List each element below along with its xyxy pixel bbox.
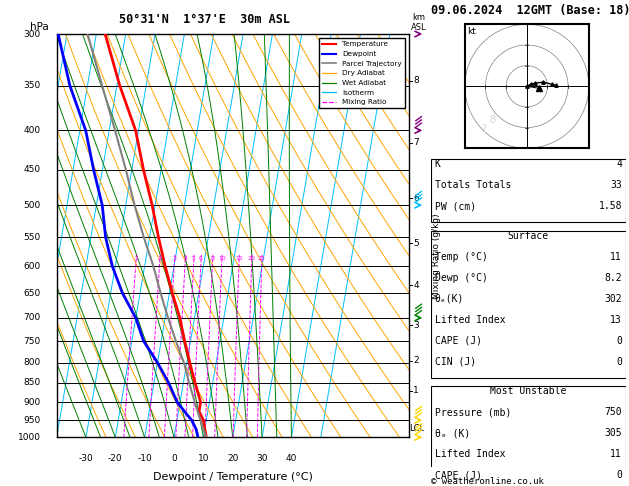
Text: -30: -30 — [79, 453, 93, 463]
Text: 850: 850 — [23, 379, 41, 387]
Text: 10: 10 — [218, 256, 226, 260]
Text: hPa: hPa — [30, 22, 49, 32]
Text: -10: -10 — [137, 453, 152, 463]
Text: 550: 550 — [23, 233, 41, 242]
Text: Most Unstable: Most Unstable — [490, 386, 567, 396]
Text: K: K — [435, 159, 441, 170]
Text: ?: ? — [481, 124, 486, 134]
Text: 20: 20 — [248, 256, 256, 260]
Text: 950: 950 — [23, 416, 41, 425]
Text: 3: 3 — [172, 256, 177, 260]
Text: 800: 800 — [23, 358, 41, 367]
Text: 302: 302 — [604, 294, 622, 304]
Text: CAPE (J): CAPE (J) — [435, 470, 482, 480]
Text: Temp (°C): Temp (°C) — [435, 252, 487, 262]
Text: 6: 6 — [199, 256, 203, 260]
Text: 7: 7 — [413, 138, 419, 147]
Text: 305: 305 — [604, 428, 622, 438]
Text: 1: 1 — [134, 256, 138, 260]
Text: 11: 11 — [610, 449, 622, 459]
Text: 500: 500 — [23, 201, 41, 209]
Text: 6: 6 — [413, 194, 419, 203]
Text: Totals Totals: Totals Totals — [435, 180, 511, 191]
Text: LCL: LCL — [409, 424, 425, 434]
Legend: Temperature, Dewpoint, Parcel Trajectory, Dry Adiabat, Wet Adiabat, Isotherm, Mi: Temperature, Dewpoint, Parcel Trajectory… — [319, 38, 404, 108]
Text: 13: 13 — [610, 315, 622, 325]
Text: 350: 350 — [23, 81, 41, 90]
Text: 50°31'N  1°37'E  30m ASL: 50°31'N 1°37'E 30m ASL — [119, 13, 290, 26]
Text: 0: 0 — [616, 336, 622, 346]
Text: Pressure (mb): Pressure (mb) — [435, 407, 511, 417]
Text: 1.58: 1.58 — [598, 202, 622, 211]
Text: 900: 900 — [23, 398, 41, 407]
Text: 5: 5 — [192, 256, 196, 260]
Text: 25: 25 — [258, 256, 266, 260]
Text: Lifted Index: Lifted Index — [435, 449, 505, 459]
Text: 15: 15 — [235, 256, 243, 260]
Text: 8.2: 8.2 — [604, 273, 622, 283]
Text: kt: kt — [467, 27, 476, 36]
Text: 300: 300 — [23, 30, 41, 38]
Text: 1: 1 — [413, 386, 419, 395]
Text: 750: 750 — [604, 407, 622, 417]
Text: CIN (J): CIN (J) — [435, 357, 476, 367]
Text: 700: 700 — [23, 313, 41, 322]
Text: CAPE (J): CAPE (J) — [435, 336, 482, 346]
Text: θₑ (K): θₑ (K) — [435, 428, 470, 438]
Text: Mixing Ratio (g/kg): Mixing Ratio (g/kg) — [431, 213, 441, 299]
Text: -20: -20 — [108, 453, 123, 463]
Text: 33: 33 — [610, 180, 622, 191]
Text: 650: 650 — [23, 289, 41, 297]
Text: 750: 750 — [23, 336, 41, 346]
Text: 2: 2 — [158, 256, 162, 260]
Text: 0: 0 — [616, 357, 622, 367]
Text: θₑ(K): θₑ(K) — [435, 294, 464, 304]
Text: 20: 20 — [227, 453, 238, 463]
Text: 3: 3 — [413, 320, 419, 330]
Text: 8: 8 — [489, 116, 496, 125]
Text: 09.06.2024  12GMT (Base: 18): 09.06.2024 12GMT (Base: 18) — [431, 3, 629, 17]
Text: 1000: 1000 — [18, 433, 41, 442]
Text: 11: 11 — [610, 252, 622, 262]
Text: PW (cm): PW (cm) — [435, 202, 476, 211]
Text: 8: 8 — [211, 256, 214, 260]
Text: Surface: Surface — [508, 231, 549, 241]
Text: 4: 4 — [616, 159, 622, 170]
Text: 0: 0 — [616, 470, 622, 480]
Text: 0: 0 — [171, 453, 177, 463]
Text: Dewp (°C): Dewp (°C) — [435, 273, 487, 283]
Text: Dewpoint / Temperature (°C): Dewpoint / Temperature (°C) — [153, 472, 313, 482]
Text: 2: 2 — [413, 356, 419, 365]
Text: 5: 5 — [413, 239, 419, 248]
Text: © weatheronline.co.uk: © weatheronline.co.uk — [431, 477, 543, 486]
Text: Lifted Index: Lifted Index — [435, 315, 505, 325]
Text: 400: 400 — [24, 126, 41, 135]
Text: km
ASL: km ASL — [411, 13, 426, 32]
Text: 10: 10 — [198, 453, 209, 463]
Text: 4: 4 — [413, 281, 419, 290]
Text: 450: 450 — [24, 165, 41, 174]
Text: 4: 4 — [183, 256, 187, 260]
Text: 40: 40 — [286, 453, 297, 463]
Text: 30: 30 — [257, 453, 268, 463]
Text: 600: 600 — [23, 262, 41, 271]
Text: 8: 8 — [413, 76, 419, 86]
